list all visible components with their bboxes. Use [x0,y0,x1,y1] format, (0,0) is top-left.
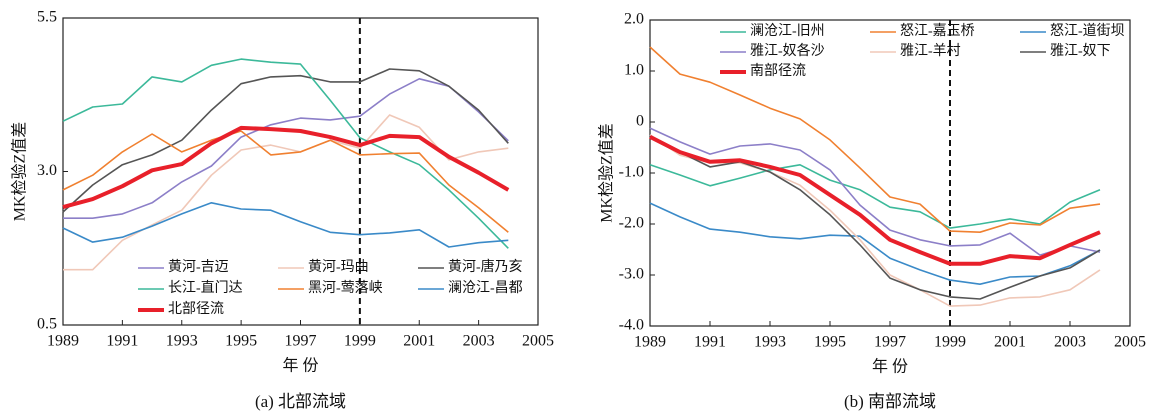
x-tick-label: 1995 [814,334,846,351]
y-tick-label: 0.5 [37,316,57,333]
legend-label: 怒江-嘉玉桥 [900,23,975,39]
x-tick-label: 1991 [694,334,726,351]
series-line [649,46,1101,233]
series-line [62,130,509,233]
legend-label: 雅江-奴下 [1050,42,1111,59]
x-tick-label: 2001 [994,334,1026,351]
x-tick-label: 1997 [285,333,317,350]
x-tick-label: 1995 [225,333,257,350]
legend-label: 澜沧江-旧州 [750,22,825,39]
x-axis-label: 年 份 [282,357,318,375]
legend-label: 黄河-玛曲 [308,258,369,275]
x-tick-label: 1989 [634,334,666,351]
caption: (a) 北部流域 [255,392,346,411]
y-tick-label: 0 [636,113,644,130]
x-tick-label: 2003 [1054,334,1086,351]
legend-label: 南部径流 [750,63,806,79]
legend-label: 长江-直门达 [168,279,243,296]
series-line [62,58,509,249]
series-line [63,78,509,219]
x-tick-label: 1991 [106,333,138,350]
caption: (b) 南部流域 [844,392,936,411]
legend-label: 北部径流 [168,301,224,317]
legend-label: 黄河-吉迈 [168,258,229,275]
x-tick-label: 2001 [403,333,435,350]
legend-label: 黄河-唐乃亥 [448,258,523,275]
x-tick-label: 2005 [1114,334,1146,351]
plot-frame [649,19,1131,327]
y-tick-label: -1.0 [619,164,644,181]
y-axis-label: MK检验Z值差 [598,123,616,223]
legend-label: 黑河-莺落峡 [308,280,383,296]
y-tick-label: 2.0 [624,11,644,28]
series-line [62,202,509,248]
y-tick-label: 3.0 [37,162,57,179]
series-line [62,125,510,210]
y-axis-label: MK检验Z值差 [11,122,29,222]
x-tick-label: 1999 [934,334,966,351]
series-line [649,127,1101,256]
x-tick-label: 1989 [47,333,79,350]
legend-label: 雅江-羊村 [900,43,961,59]
y-tick-label: -4.0 [619,317,644,334]
x-tick-label: 2005 [522,333,554,350]
series-line [63,114,509,271]
series-line [649,137,1101,300]
y-tick-label: 5.5 [37,9,57,26]
series-line [649,164,1101,229]
x-tick-label: 1993 [166,333,198,350]
x-tick-label: 2003 [463,333,495,350]
series-line [649,135,1101,266]
x-tick-label: 1993 [754,334,786,351]
y-tick-label: -3.0 [619,266,644,283]
legend-label: 澜沧江-昌都 [448,279,523,296]
x-tick-label: 1999 [344,333,376,350]
y-tick-label: -2.0 [619,215,644,232]
legend-label: 怒江-道街坝 [1050,23,1125,39]
series-line [649,202,1101,286]
legend-label: 雅江-奴各沙 [750,42,825,59]
series-line [62,68,509,213]
x-axis-label: 年 份 [872,358,908,376]
y-tick-label: 1.0 [624,62,644,79]
x-tick-label: 1997 [874,334,906,351]
